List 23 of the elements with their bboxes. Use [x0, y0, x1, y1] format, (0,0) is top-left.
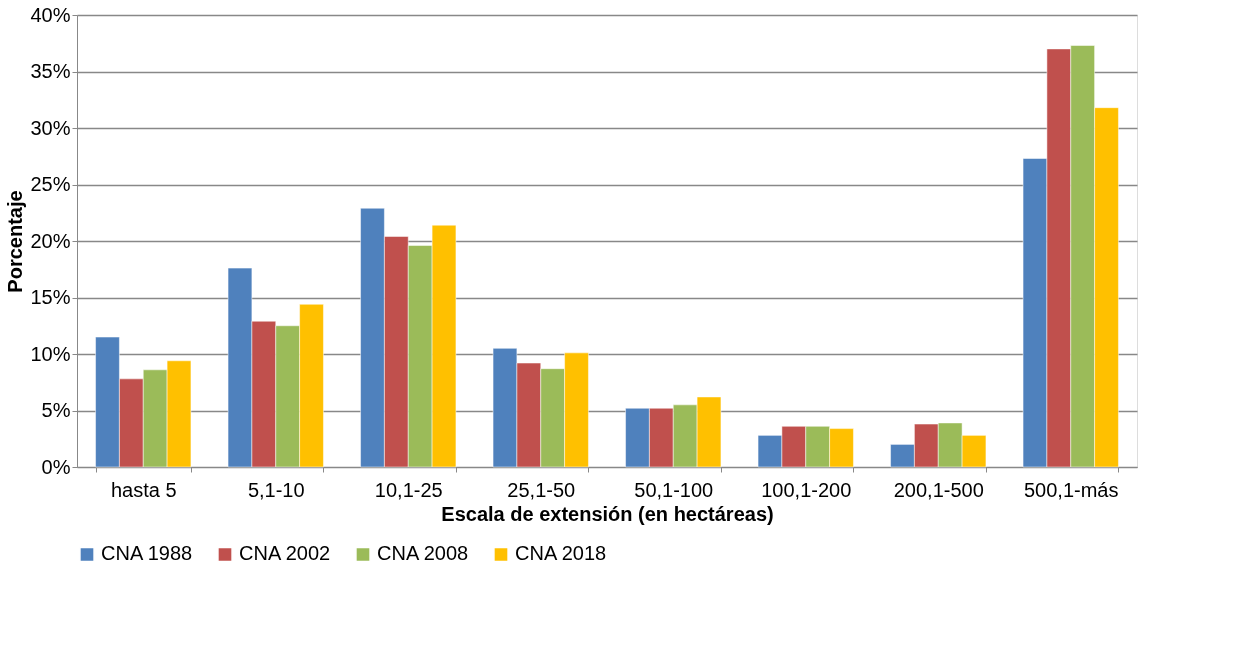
x-axis-title: Escala de extensión (en hectáreas) — [441, 502, 774, 525]
x-tick-label: 500,1-más — [1024, 478, 1119, 501]
y-tick-label: 0% — [41, 455, 71, 478]
y-tick-label: 5% — [41, 399, 71, 421]
x-tick-label: 100,1-200 — [761, 478, 852, 501]
y-tick-label: 15% — [30, 286, 71, 308]
legend-label: CNA 1988 — [101, 542, 193, 565]
legend-label: CNA 2008 — [377, 542, 469, 565]
y-tick-label: 35% — [30, 60, 71, 82]
y-axis-title: Porcentaje — [4, 190, 27, 293]
legend-label: CNA 2002 — [239, 542, 331, 565]
y-tick-label: 30% — [30, 116, 71, 139]
x-tick-label: 50,1-100 — [634, 478, 714, 501]
y-tick-label: 20% — [30, 229, 71, 252]
x-tick-label: hasta 5 — [110, 478, 177, 501]
y-tick-label: 40% — [30, 3, 71, 26]
x-tick-label: 10,1-25 — [374, 478, 443, 501]
x-tick-label: 5,1-10 — [247, 478, 305, 501]
y-tick-label: 10% — [30, 342, 71, 365]
y-tick-label: 25% — [30, 173, 71, 195]
x-tick-label: 25,1-50 — [507, 478, 576, 501]
legend-label: CNA 2018 — [515, 542, 607, 565]
x-tick-label: 200,1-500 — [893, 478, 984, 501]
